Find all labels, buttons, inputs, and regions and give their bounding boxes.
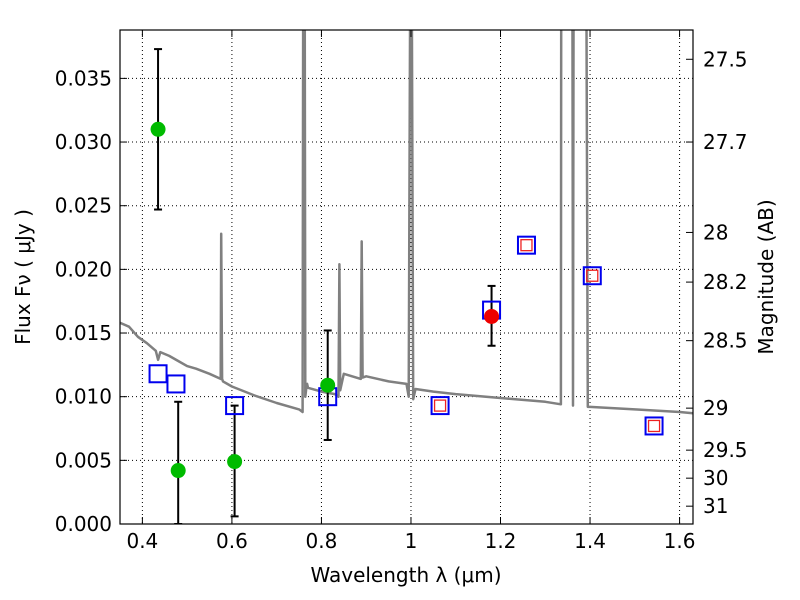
y-tick-label: 0.000 <box>55 512 112 536</box>
data-point <box>170 463 186 479</box>
data-point <box>320 377 336 393</box>
plot-frame <box>119 29 694 525</box>
x-tick-label: 1.4 <box>574 529 606 553</box>
right-tick-label: 28.2 <box>703 270 748 294</box>
model-small-square-point <box>520 239 533 252</box>
y-tick-label: 0.025 <box>55 194 112 218</box>
y-tick-label: 0.030 <box>55 130 112 154</box>
y-tick-label: 0.010 <box>55 385 112 409</box>
model-small-square-point <box>433 399 447 412</box>
spectrum-layer <box>120 30 693 415</box>
y-tick-label: 0.035 <box>55 66 112 90</box>
data-point <box>484 308 500 324</box>
right-tick-label: 28 <box>703 220 728 244</box>
right-tick-label: 27.5 <box>703 47 748 71</box>
x-tick-label: 0.4 <box>126 529 158 553</box>
model-square-point <box>148 364 168 384</box>
y-axis-label: Flux Fν ( μJy ) <box>11 209 35 345</box>
right-tick-label: 29 <box>703 396 728 420</box>
data-point <box>227 454 243 470</box>
model-square-point <box>644 416 664 436</box>
grid-layer <box>120 30 693 525</box>
right-tick-label: 31 <box>703 494 728 518</box>
y-tick-label: 0.005 <box>55 448 112 472</box>
right-tick-label: 30 <box>703 466 728 490</box>
spectrum-line <box>120 30 693 415</box>
x-tick-label: 0.8 <box>306 529 338 553</box>
data-point <box>150 121 166 137</box>
x-axis-label: Wavelength λ (μm) <box>310 563 501 587</box>
x-tick-label: 1.6 <box>664 529 696 553</box>
x-tick-label: 1 <box>405 529 418 553</box>
marks-layer <box>148 48 664 524</box>
y-tick-label: 0.020 <box>55 257 112 281</box>
model-square-point <box>582 266 602 286</box>
model-square-point <box>225 396 245 416</box>
y-tick-label: 0.015 <box>55 321 112 345</box>
model-small-square-point <box>586 269 599 282</box>
model-square-point <box>516 235 536 255</box>
x-tick-label: 0.6 <box>216 529 248 553</box>
model-small-square-point <box>647 419 661 433</box>
right-tick-label: 29.5 <box>703 438 748 462</box>
right-tick-label: 28.5 <box>703 329 748 353</box>
x-tick-label: 1.2 <box>485 529 517 553</box>
model-square-point <box>166 374 186 394</box>
model-square-point <box>430 396 450 416</box>
axis-layer: 0.4 0.6 0.8 1 1.2 1.4 1.6 0.000 0.005 0.010 0.015 0… <box>55 29 748 553</box>
right-axis-label: Magnitude (AB) <box>754 199 778 354</box>
right-tick-label: 27.7 <box>703 130 748 154</box>
